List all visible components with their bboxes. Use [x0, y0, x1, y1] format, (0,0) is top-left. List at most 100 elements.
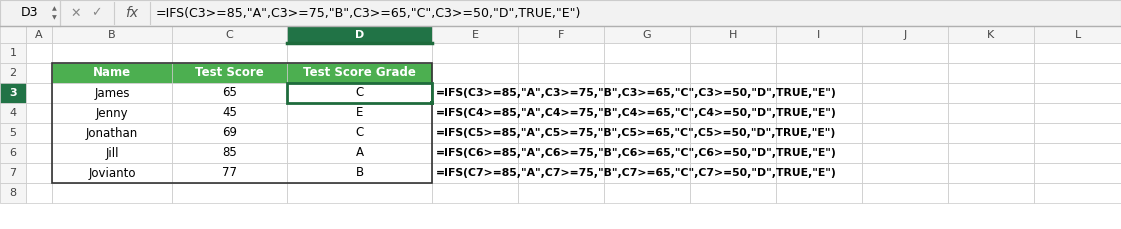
- Bar: [26, 63, 52, 83]
- Text: James: James: [94, 87, 130, 99]
- Bar: [52, 63, 172, 83]
- Bar: [172, 183, 287, 203]
- Bar: [862, 163, 948, 183]
- Bar: [0, 103, 26, 123]
- Bar: [776, 103, 862, 123]
- Bar: [52, 43, 172, 63]
- Bar: [776, 163, 862, 183]
- Text: =IFS(C3>=85,"A",C3>=75,"B",C3>=65,"C",C3>=50,"D",TRUE,"E"): =IFS(C3>=85,"A",C3>=75,"B",C3>=65,"C",C3…: [436, 88, 836, 98]
- Text: =IFS(C3>=85,"A",C3>=75,"B",C3>=65,"C",C3>=50,"D",TRUE,"E"): =IFS(C3>=85,"A",C3>=75,"B",C3>=65,"C",C3…: [156, 6, 582, 19]
- Text: 69: 69: [222, 126, 237, 139]
- Bar: [862, 183, 948, 203]
- Text: =IFS(C4>=85,"A",C4>=75,"B",C4>=65,"C",C4>=50,"D",TRUE,"E"): =IFS(C4>=85,"A",C4>=75,"B",C4>=65,"C",C4…: [436, 108, 836, 118]
- Text: G: G: [642, 30, 651, 39]
- Text: E: E: [472, 30, 479, 39]
- Bar: [518, 163, 604, 183]
- Bar: [604, 183, 691, 203]
- Text: A: A: [35, 30, 43, 39]
- Text: D: D: [355, 30, 364, 39]
- Bar: [52, 26, 172, 43]
- Bar: [518, 83, 604, 103]
- Bar: [948, 43, 1034, 63]
- Bar: [604, 123, 691, 143]
- Bar: [862, 103, 948, 123]
- Text: H: H: [729, 30, 738, 39]
- Text: =IFS(C5>=85,"A",C5>=75,"B",C5>=65,"C",C5>=50,"D",TRUE,"E"): =IFS(C5>=85,"A",C5>=75,"B",C5>=65,"C",C5…: [436, 128, 836, 138]
- Bar: [287, 103, 432, 123]
- Bar: [862, 83, 948, 103]
- Bar: [52, 183, 172, 203]
- Bar: [776, 183, 862, 203]
- Bar: [52, 163, 172, 183]
- Text: ▲: ▲: [52, 6, 56, 11]
- Bar: [52, 123, 172, 143]
- Text: 45: 45: [222, 106, 237, 120]
- Text: J: J: [904, 30, 907, 39]
- Bar: [948, 103, 1034, 123]
- Text: Jovianto: Jovianto: [89, 166, 136, 180]
- Bar: [172, 163, 287, 183]
- Text: 2: 2: [9, 68, 17, 78]
- Bar: [26, 163, 52, 183]
- Bar: [691, 63, 776, 83]
- Bar: [172, 63, 287, 83]
- Bar: [948, 123, 1034, 143]
- Bar: [691, 183, 776, 203]
- Bar: [52, 143, 172, 163]
- Bar: [172, 143, 287, 163]
- Bar: [948, 26, 1034, 43]
- Bar: [691, 123, 776, 143]
- Bar: [1034, 43, 1121, 63]
- Bar: [432, 183, 518, 203]
- Bar: [172, 26, 287, 43]
- Bar: [1034, 183, 1121, 203]
- Bar: [604, 143, 691, 163]
- Text: ✕: ✕: [71, 6, 81, 19]
- Bar: [432, 83, 518, 103]
- Bar: [172, 123, 287, 143]
- Bar: [518, 26, 604, 43]
- Bar: [172, 83, 287, 103]
- Bar: [52, 63, 432, 183]
- Bar: [26, 83, 52, 103]
- Bar: [776, 123, 862, 143]
- Bar: [52, 103, 172, 123]
- Bar: [1034, 123, 1121, 143]
- Text: =IFS(C7>=85,"A",C7>=75,"B",C7>=65,"C",C7>=50,"D",TRUE,"E"): =IFS(C7>=85,"A",C7>=75,"B",C7>=65,"C",C7…: [436, 168, 836, 178]
- Text: Test Score Grade: Test Score Grade: [303, 66, 416, 79]
- Bar: [26, 123, 52, 143]
- Bar: [604, 43, 691, 63]
- Text: Jill: Jill: [105, 147, 119, 160]
- Bar: [691, 26, 776, 43]
- Text: E: E: [355, 106, 363, 120]
- Text: fx: fx: [126, 6, 139, 20]
- Text: 1: 1: [9, 48, 17, 58]
- Bar: [432, 163, 518, 183]
- Bar: [1034, 103, 1121, 123]
- Bar: [26, 103, 52, 123]
- Text: C: C: [355, 126, 363, 139]
- Text: 85: 85: [222, 147, 237, 160]
- Bar: [691, 103, 776, 123]
- Bar: [604, 163, 691, 183]
- Bar: [1034, 83, 1121, 103]
- Bar: [172, 43, 287, 63]
- Bar: [604, 26, 691, 43]
- Bar: [862, 43, 948, 63]
- Bar: [0, 163, 26, 183]
- Bar: [691, 43, 776, 63]
- Text: ✓: ✓: [91, 6, 101, 19]
- Bar: [287, 83, 432, 103]
- Bar: [26, 143, 52, 163]
- Bar: [1034, 163, 1121, 183]
- Text: 3: 3: [9, 88, 17, 98]
- Bar: [0, 123, 26, 143]
- Bar: [948, 143, 1034, 163]
- Text: 7: 7: [9, 168, 17, 178]
- Text: Test Score: Test Score: [195, 66, 263, 79]
- Bar: [691, 83, 776, 103]
- Bar: [948, 83, 1034, 103]
- Bar: [862, 26, 948, 43]
- Bar: [432, 63, 518, 83]
- Bar: [776, 63, 862, 83]
